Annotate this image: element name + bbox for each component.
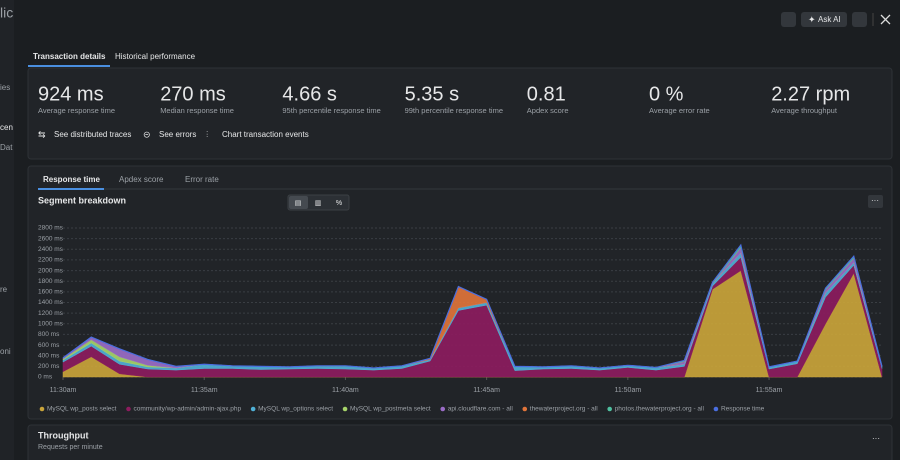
metric-label: 95th percentile response time <box>282 106 380 115</box>
sparkle-icon: ✦ <box>808 14 816 24</box>
x-tick-label: 11:45am <box>473 387 500 394</box>
y-tick-label: 1000 ms <box>38 321 64 328</box>
metric-value: 4.66 s <box>282 83 336 105</box>
legend-swatch <box>440 406 446 412</box>
view-toggle-active[interactable] <box>289 196 308 209</box>
metric-value: 0 % <box>649 83 684 105</box>
y-tick-label: 400 ms <box>38 352 60 359</box>
link[interactable]: See distributed traces <box>54 130 131 139</box>
toggle-icon: % <box>336 200 342 207</box>
legend-swatch <box>713 406 719 412</box>
legend-label[interactable]: thewaterproject.org - all <box>530 406 598 413</box>
legend-swatch <box>39 406 45 412</box>
link-icon: ⇆ <box>38 129 46 139</box>
y-tick-label: 2800 ms <box>38 225 64 232</box>
toggle-icon: ▥ <box>315 200 322 207</box>
link-icon: ⊝ <box>143 129 151 139</box>
chart-title: Segment breakdown <box>38 195 126 205</box>
legend-swatch <box>607 406 612 412</box>
legend-label[interactable]: Response time <box>721 406 765 413</box>
link[interactable]: Chart transaction events <box>222 130 309 139</box>
metrics-card <box>27 67 893 160</box>
y-tick-label: 1800 ms <box>38 278 64 285</box>
line <box>62 243 883 369</box>
icon-button[interactable] <box>781 12 796 27</box>
y-tick-label: 200 ms <box>38 363 60 370</box>
y-tick-label: 2600 ms <box>38 235 64 242</box>
legend-swatch <box>126 406 131 412</box>
x-tick-label: 11:55am <box>756 387 783 394</box>
metric-value: 2.27 rpm <box>771 83 850 105</box>
y-tick-label: 0 ms <box>38 374 53 381</box>
sidebar-fragment: ies <box>0 83 10 92</box>
x-tick-label: 11:40am <box>332 387 359 394</box>
legend-label[interactable]: MySQL wp_posts select <box>47 406 117 413</box>
y-tick-label: 1600 ms <box>38 289 64 296</box>
link-button[interactable] <box>852 12 867 27</box>
x-tick-label: 11:35am <box>191 387 218 394</box>
y-tick-label: 800 ms <box>38 331 60 338</box>
y-tick-label: 2200 ms <box>38 257 64 264</box>
legend-swatch <box>342 406 348 412</box>
more-icon[interactable]: ··· <box>872 434 880 443</box>
metric-label: Average response time <box>38 106 115 115</box>
throughput-subtitle: Requests per minute <box>38 444 103 451</box>
metric-value: 0.81 <box>527 83 566 105</box>
y-tick-label: 1200 ms <box>38 310 64 317</box>
legend-label[interactable]: api.cloudflare.com - all <box>448 406 514 413</box>
sidebar-fragment: lic <box>0 5 13 21</box>
legend-label[interactable]: photos.thewaterproject.org - all <box>615 406 705 413</box>
legend-label[interactable]: MySQL wp_options select <box>258 406 333 413</box>
legend-label[interactable]: MySQL wp_postmeta select <box>350 406 431 413</box>
sidebar-fragment: Dat <box>0 143 13 152</box>
metric-value: 270 ms <box>160 83 226 105</box>
y-tick-label: 2400 ms <box>38 246 64 253</box>
legend-swatch <box>250 406 256 412</box>
chart-tab[interactable]: Response time <box>43 175 100 184</box>
tab[interactable]: Historical performance <box>115 52 196 61</box>
ask-ai-button[interactable] <box>801 12 847 27</box>
link-icon: ⫶ <box>206 129 208 139</box>
close-button[interactable] <box>880 14 891 25</box>
throughput-card <box>27 424 893 460</box>
metric-label: Average throughput <box>771 106 838 115</box>
link[interactable]: See errors <box>159 130 196 139</box>
y-tick-label: 1400 ms <box>38 299 64 306</box>
x-tick-label: 11:50am <box>614 387 641 394</box>
metric-label: Apdex score <box>527 106 569 115</box>
chart-tab[interactable]: Apdex score <box>119 175 164 184</box>
sidebar-fragment: oni <box>0 347 11 356</box>
y-tick-label: 600 ms <box>38 342 60 349</box>
x-tick-label: 11:30am <box>50 387 77 394</box>
toggle-icon: ▤ <box>295 200 302 207</box>
legend-label[interactable]: community/wp-admin/admin-ajax.php <box>133 406 241 413</box>
chart-tab[interactable]: Error rate <box>185 175 219 184</box>
sidebar-fragment: cen <box>0 123 13 132</box>
ask-ai-label[interactable]: Ask AI <box>818 15 841 24</box>
more-button[interactable] <box>868 195 883 208</box>
more-icon: ··· <box>871 196 879 205</box>
throughput-title: Throughput <box>38 430 88 440</box>
sidebar <box>0 0 14 460</box>
metric-value: 924 ms <box>38 83 104 105</box>
metric-value: 5.35 s <box>405 83 459 105</box>
metric-label: Average error rate <box>649 106 710 115</box>
metric-label: Median response time <box>160 106 234 115</box>
y-tick-label: 2000 ms <box>38 267 64 274</box>
tab[interactable]: Transaction details <box>33 52 106 61</box>
metric-label: 99th percentile response time <box>405 106 503 115</box>
legend-swatch <box>522 406 528 412</box>
sidebar-fragment: re <box>0 285 8 294</box>
